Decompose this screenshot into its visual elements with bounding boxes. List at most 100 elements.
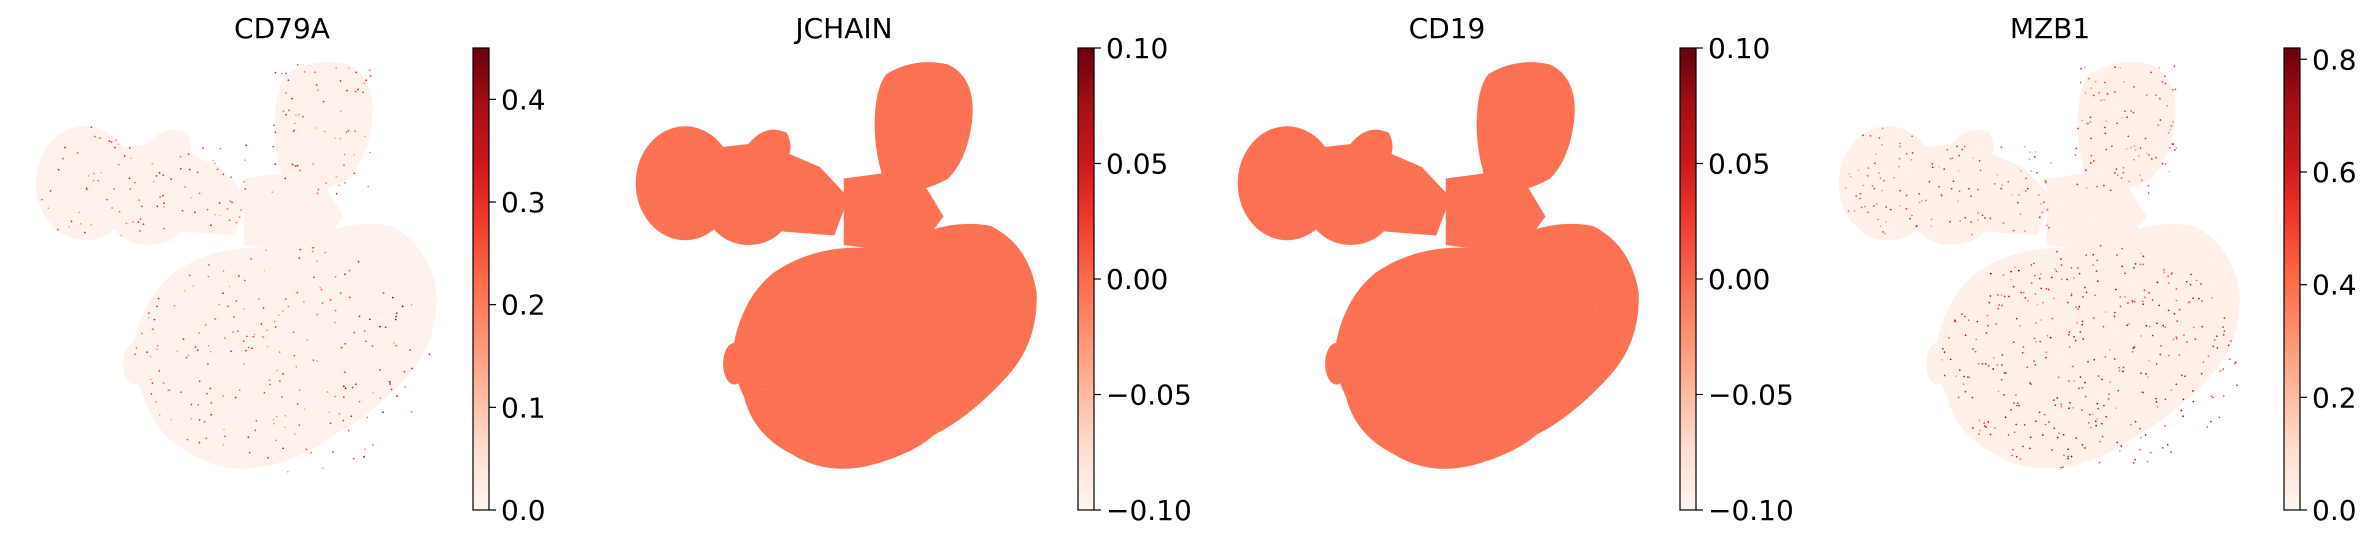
cell-point [1943,351,1946,354]
cell-point [2019,458,2022,460]
cell-point [1995,323,1998,325]
cell-point [2012,285,2015,288]
cell-point [278,380,281,382]
cell-point [2087,360,2089,363]
cell-point [305,448,308,451]
cell-point [2118,366,2120,369]
cell-point [2079,376,2082,378]
cell-point [2029,447,2031,450]
cell-point [2201,325,2204,328]
cell-point [142,223,145,226]
cell-point [1889,208,1892,211]
cell-point [1859,197,1861,200]
cell-point [371,444,374,446]
cell-point [2018,404,2020,407]
cell-point [328,411,331,414]
cell-point [93,172,95,175]
cell-point [338,184,340,187]
cell-point [2080,67,2082,70]
panel-cd79a: CD79A 0.0 0.1 0.2 0.3 0.4 [35,12,546,527]
cell-point [1853,210,1856,212]
cell-point [246,335,248,338]
cell-point [1996,294,1999,296]
cell-point [276,369,279,372]
cell-point [291,163,294,166]
cell-point [2001,304,2003,307]
colorbar-tick-label: 0.6 [2312,156,2357,189]
umap-texture [1237,62,1639,469]
cell-point [2076,183,2079,186]
cell-point [2044,423,2047,426]
cell-point [231,331,234,333]
cell-point [198,332,200,334]
cell-point [1860,206,1863,209]
cell-point [364,135,366,138]
cell-point [156,344,159,347]
cell-point [2101,435,2104,438]
cell-point [1873,162,1876,165]
cell-point [2168,170,2171,173]
cell-point [2223,330,2226,333]
cell-point [2114,288,2117,291]
cell-point [2194,338,2197,340]
colorbar-tick-label: 0.00 [1106,263,1168,296]
cell-point [312,163,315,166]
cell-point [2124,272,2126,275]
cell-point [2114,66,2116,69]
cell-point [293,164,295,167]
cell-point [230,176,232,179]
cell-point [1859,192,1862,195]
panel-title: CD19 [1409,12,1486,45]
cell-point [229,200,232,203]
cell-point [2178,308,2181,311]
cell-point [287,79,290,82]
cell-point [128,147,131,149]
cell-point [2030,264,2033,266]
colorbar-tick-label: 0.2 [501,289,546,322]
cell-point [294,114,297,117]
cell-point [2158,66,2161,69]
cell-point [2192,326,2195,329]
cell-point [2053,399,2055,401]
cell-point [242,363,245,365]
cell-point [302,115,304,118]
cell-point [2148,325,2151,328]
cell-point [1857,169,1860,172]
cell-point [274,326,277,328]
cell-point [1968,376,1970,379]
cell-point [2192,390,2194,392]
cell-point [193,211,196,214]
cell-point [323,130,326,133]
cell-point [2060,405,2063,408]
cell-point [247,436,250,439]
cell-point [1931,166,1934,169]
cell-point [2066,301,2069,304]
cell-point [2120,445,2123,447]
cell-point [162,382,165,384]
cell-point [1963,145,1966,148]
cell-point [2075,437,2078,439]
cell-point [129,188,132,190]
cell-point [1911,214,1913,217]
cell-point [2097,375,2100,377]
cell-point [49,189,52,192]
cell-point [2024,190,2027,192]
cell-point [2081,444,2084,446]
cell-point [2192,297,2194,300]
colorbar-tick-label: −0.05 [1708,379,1794,412]
cell-point [396,395,398,398]
cell-point [346,89,348,92]
cell-point [314,71,316,74]
cell-point [334,275,337,278]
cell-point [388,380,391,383]
cell-point [2068,345,2071,348]
cell-point [2113,91,2116,93]
cell-point [1954,319,1956,322]
cell-point [2139,448,2142,451]
cell-point [379,397,382,399]
cell-point [1958,190,1961,193]
cell-point [1911,135,1913,138]
cell-point [2213,339,2216,341]
cell-point [255,419,258,422]
cell-point [1943,374,1946,377]
